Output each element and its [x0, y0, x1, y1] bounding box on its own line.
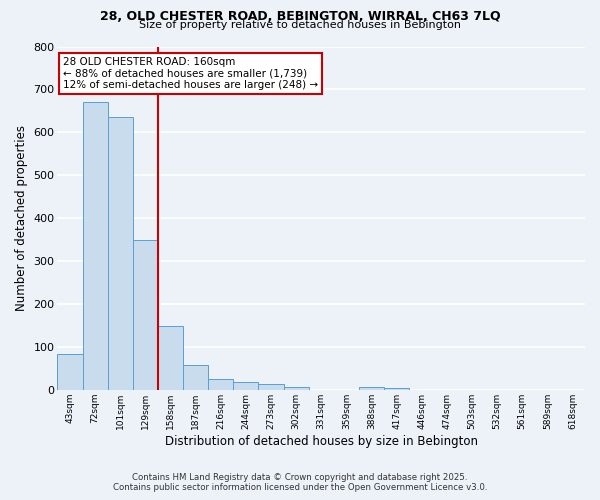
Text: 28 OLD CHESTER ROAD: 160sqm
← 88% of detached houses are smaller (1,739)
12% of : 28 OLD CHESTER ROAD: 160sqm ← 88% of det…: [63, 57, 318, 90]
Bar: [359, 387, 384, 390]
Bar: [158, 326, 183, 390]
Text: 28, OLD CHESTER ROAD, BEBINGTON, WIRRAL, CH63 7LQ: 28, OLD CHESTER ROAD, BEBINGTON, WIRRAL,…: [100, 10, 500, 23]
Bar: [284, 387, 308, 390]
Bar: [58, 354, 83, 390]
Bar: [83, 102, 108, 390]
Bar: [108, 118, 133, 390]
Text: Contains HM Land Registry data © Crown copyright and database right 2025.
Contai: Contains HM Land Registry data © Crown c…: [113, 473, 487, 492]
Bar: [183, 366, 208, 390]
Bar: [233, 382, 259, 390]
Bar: [208, 379, 233, 390]
Bar: [384, 388, 409, 390]
Y-axis label: Number of detached properties: Number of detached properties: [15, 125, 28, 311]
Bar: [259, 384, 284, 390]
Text: Size of property relative to detached houses in Bebington: Size of property relative to detached ho…: [139, 20, 461, 30]
Bar: [133, 240, 158, 390]
X-axis label: Distribution of detached houses by size in Bebington: Distribution of detached houses by size …: [165, 434, 478, 448]
